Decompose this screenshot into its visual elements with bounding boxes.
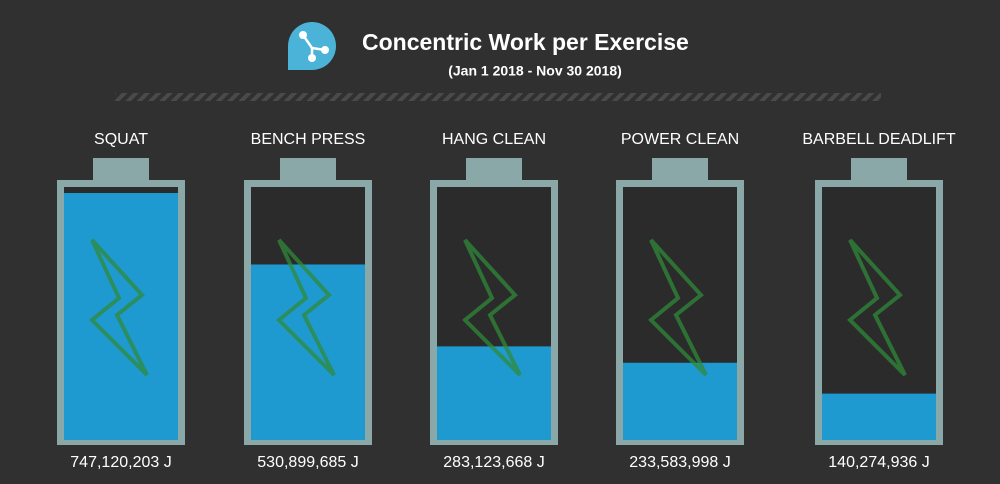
value-label: 283,123,668 J — [443, 454, 544, 471]
value-label: 530,899,685 J — [257, 454, 358, 471]
battery-cap — [466, 158, 522, 182]
category-label: BENCH PRESS — [251, 131, 366, 148]
category-label: HANG CLEAN — [442, 131, 546, 148]
lightning-icon — [648, 238, 708, 377]
lightning-icon — [89, 238, 149, 377]
battery-cap — [652, 158, 708, 182]
category-label: POWER CLEAN — [621, 131, 739, 148]
lightning-icon — [462, 238, 522, 377]
battery-cap — [280, 158, 336, 182]
battery-fill — [64, 193, 178, 440]
battery-fill — [822, 393, 936, 440]
category-label: SQUAT — [94, 131, 148, 148]
category-label: BARBELL DEADLIFT — [802, 131, 955, 148]
divider — [115, 93, 881, 101]
logo-icon — [288, 22, 336, 70]
value-label: 747,120,203 J — [70, 454, 171, 471]
lightning-icon — [276, 238, 336, 377]
value-label: 233,583,998 J — [629, 454, 730, 471]
battery-fill — [623, 362, 737, 440]
chart-subtitle: (Jan 1 2018 - Nov 30 2018) — [448, 63, 622, 79]
lightning-icon — [847, 238, 907, 377]
battery-fill — [251, 264, 365, 440]
battery-fill — [437, 346, 551, 440]
battery-cap — [93, 158, 149, 182]
chart-title: Concentric Work per Exercise — [362, 29, 689, 55]
battery-cap — [851, 158, 907, 182]
value-label: 140,274,936 J — [828, 454, 929, 471]
